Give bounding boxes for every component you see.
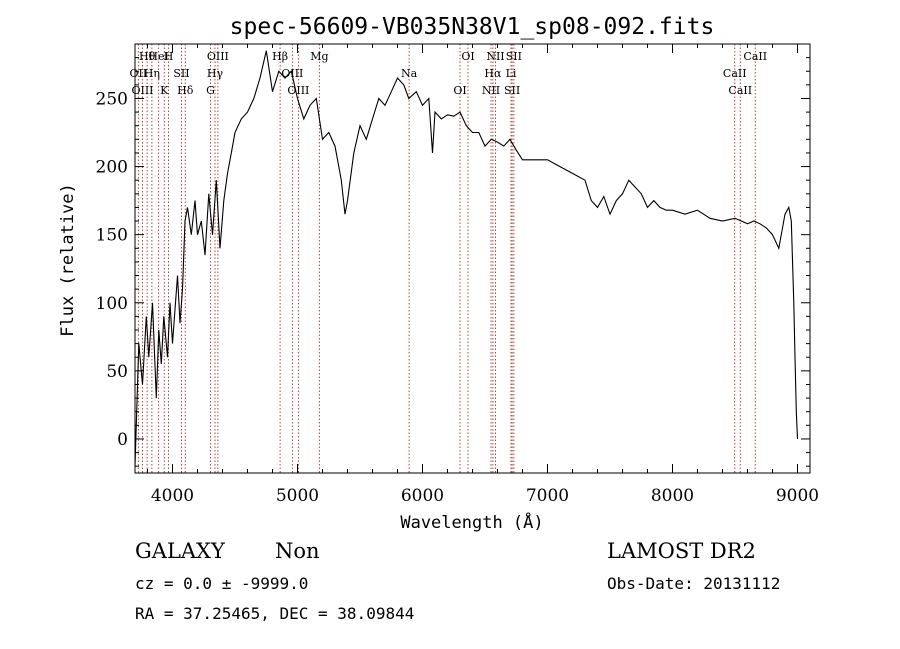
line-label-20: NII xyxy=(482,84,500,97)
line-label-10: Hγ xyxy=(207,67,224,80)
line-label-26: CaII xyxy=(728,84,752,97)
x-axis-label: Wavelength (Å) xyxy=(400,511,543,533)
x-tick-label-5000: 5000 xyxy=(276,486,319,506)
chart-title: spec-56609-VB035N38V1_sp08-092.fits xyxy=(230,14,715,40)
line-label-8: Hδ xyxy=(177,84,194,97)
y-tick-label-0: 0 xyxy=(117,430,128,450)
x-tick-label-7000: 7000 xyxy=(526,486,569,506)
line-label-15: Mg xyxy=(310,50,328,63)
line-label-18: OI xyxy=(461,50,474,63)
y-tick-label-250: 250 xyxy=(96,89,128,109)
line-label-12: Hβ xyxy=(272,50,288,63)
line-label-16: Na xyxy=(401,67,418,80)
y-tick-label-100: 100 xyxy=(96,294,128,314)
line-label-17: OI xyxy=(453,84,466,97)
y-tick-label-50: 50 xyxy=(106,362,128,382)
spectrum-series-line xyxy=(134,50,799,467)
object-subclass: Non xyxy=(275,539,320,563)
line-label-4: Hη xyxy=(144,67,160,80)
line-label-11: G xyxy=(206,84,215,97)
spectral-line-markers xyxy=(137,44,756,473)
line-label-7: SII xyxy=(173,67,189,80)
x-tick-label-4000: 4000 xyxy=(151,486,194,506)
line-label-9: OIII xyxy=(207,50,229,63)
line-label-14: OIII xyxy=(287,84,309,97)
y-axis-label: Flux (relative) xyxy=(58,183,78,337)
line-label-21: NII xyxy=(486,50,504,63)
line-label-27: CaII xyxy=(743,50,767,63)
x-axis-ticks: 4000 5000 6000 7000 8000 9000 xyxy=(147,44,819,506)
x-tick-label-8000: 8000 xyxy=(651,486,694,506)
line-label-3: HeI xyxy=(148,50,168,63)
spectral-line-labels: HθOIIOIIIHeIHηKHSIIHδOIIIHγGHβOIIIOIIIMg… xyxy=(130,50,768,97)
x-tick-label-6000: 6000 xyxy=(401,486,444,506)
y-tick-label-200: 200 xyxy=(96,158,128,178)
x-tick-label-9000: 9000 xyxy=(776,486,819,506)
line-label-23: SII xyxy=(504,84,520,97)
redshift-cz: cz = 0.0 ± -9999.0 xyxy=(135,574,308,593)
line-label-1: OII xyxy=(130,67,148,80)
object-class: GALAXY xyxy=(135,539,226,563)
line-label-6: H xyxy=(164,50,174,63)
survey-name: LAMOST DR2 xyxy=(607,539,756,563)
y-tick-label-150: 150 xyxy=(96,226,128,246)
obs-date: Obs-Date: 20131112 xyxy=(607,574,780,593)
line-label-22: Li xyxy=(506,67,517,80)
y-axis-ticks: 0 50 100 150 200 250 xyxy=(96,57,810,467)
plot-frame xyxy=(134,43,811,474)
line-label-2: OIII xyxy=(131,84,153,97)
line-label-5: K xyxy=(160,84,169,97)
line-label-24: SII xyxy=(506,50,522,63)
ra-dec: RA = 37.25465, DEC = 38.09844 xyxy=(135,604,414,623)
line-label-0: Hθ xyxy=(139,50,156,63)
line-label-25: CaII xyxy=(723,67,747,80)
line-label-19: Hα xyxy=(484,67,502,80)
